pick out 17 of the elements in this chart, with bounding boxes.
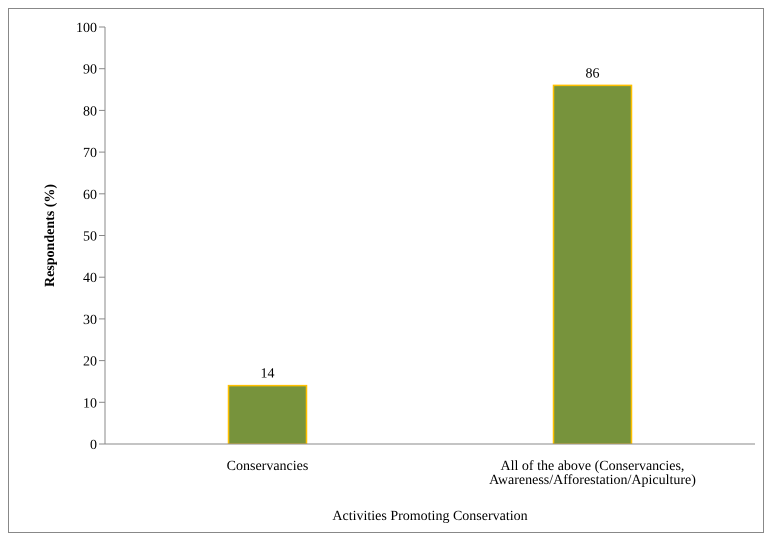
data-label: 14 [260,366,274,382]
x-tick-label: Conservancies [226,458,308,474]
y-tick-label: 20 [83,354,97,370]
y-tick-label: 70 [83,146,97,162]
y-tick-label: 100 [76,20,97,36]
y-tick-label: 50 [83,229,97,244]
y-tick-label: 90 [83,62,97,78]
y-tick-label: 10 [83,396,97,412]
y-axis-title: Respondents (%) [42,184,58,288]
x-axis-title: Activities Promoting Conservation [332,509,528,524]
y-tick-label: 80 [83,104,97,120]
y-tick-label: 30 [83,312,97,328]
y-tick-label: 40 [83,271,97,286]
y-tick-label: 0 [90,438,97,453]
x-tick-label: All of the above (Conservancies, Awareness/Afforestation/Apiculture) [489,458,696,488]
data-label: 86 [586,66,600,82]
y-tick-label: 60 [83,188,97,203]
